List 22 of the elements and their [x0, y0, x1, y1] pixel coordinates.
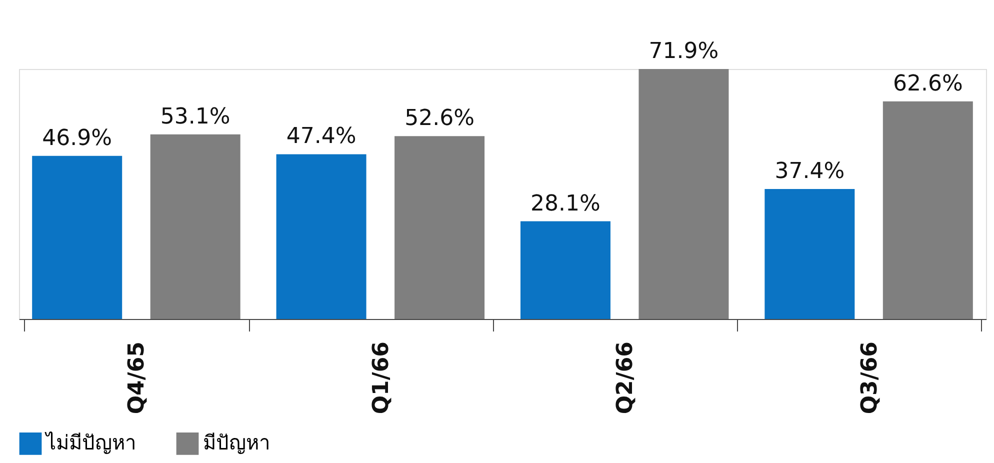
data-label: 47.4% [286, 124, 356, 150]
data-label: 37.4% [774, 158, 845, 184]
bar [882, 101, 973, 319]
bar [638, 69, 729, 319]
x-tick-label: Q3/66 [857, 342, 882, 414]
bar [276, 154, 366, 319]
data-label: 46.9% [42, 126, 112, 151]
legend-label: ไม่มีปัญหา [44, 430, 136, 455]
legend-label: มีปัญหา [203, 430, 270, 455]
x-tick-label: Q1/66 [368, 342, 394, 414]
bar [520, 221, 610, 319]
bar [394, 136, 485, 319]
data-label: 53.1% [160, 104, 230, 130]
x-tick-label: Q4/65 [124, 342, 150, 414]
bar [764, 188, 855, 319]
data-label: 28.1% [530, 191, 600, 216]
data-label: 52.6% [404, 106, 474, 132]
bar [150, 134, 240, 319]
bar [32, 156, 122, 319]
x-tick-label: Q2/66 [613, 342, 638, 414]
data-label: 71.9% [648, 39, 719, 64]
data-label: 62.6% [892, 71, 963, 96]
